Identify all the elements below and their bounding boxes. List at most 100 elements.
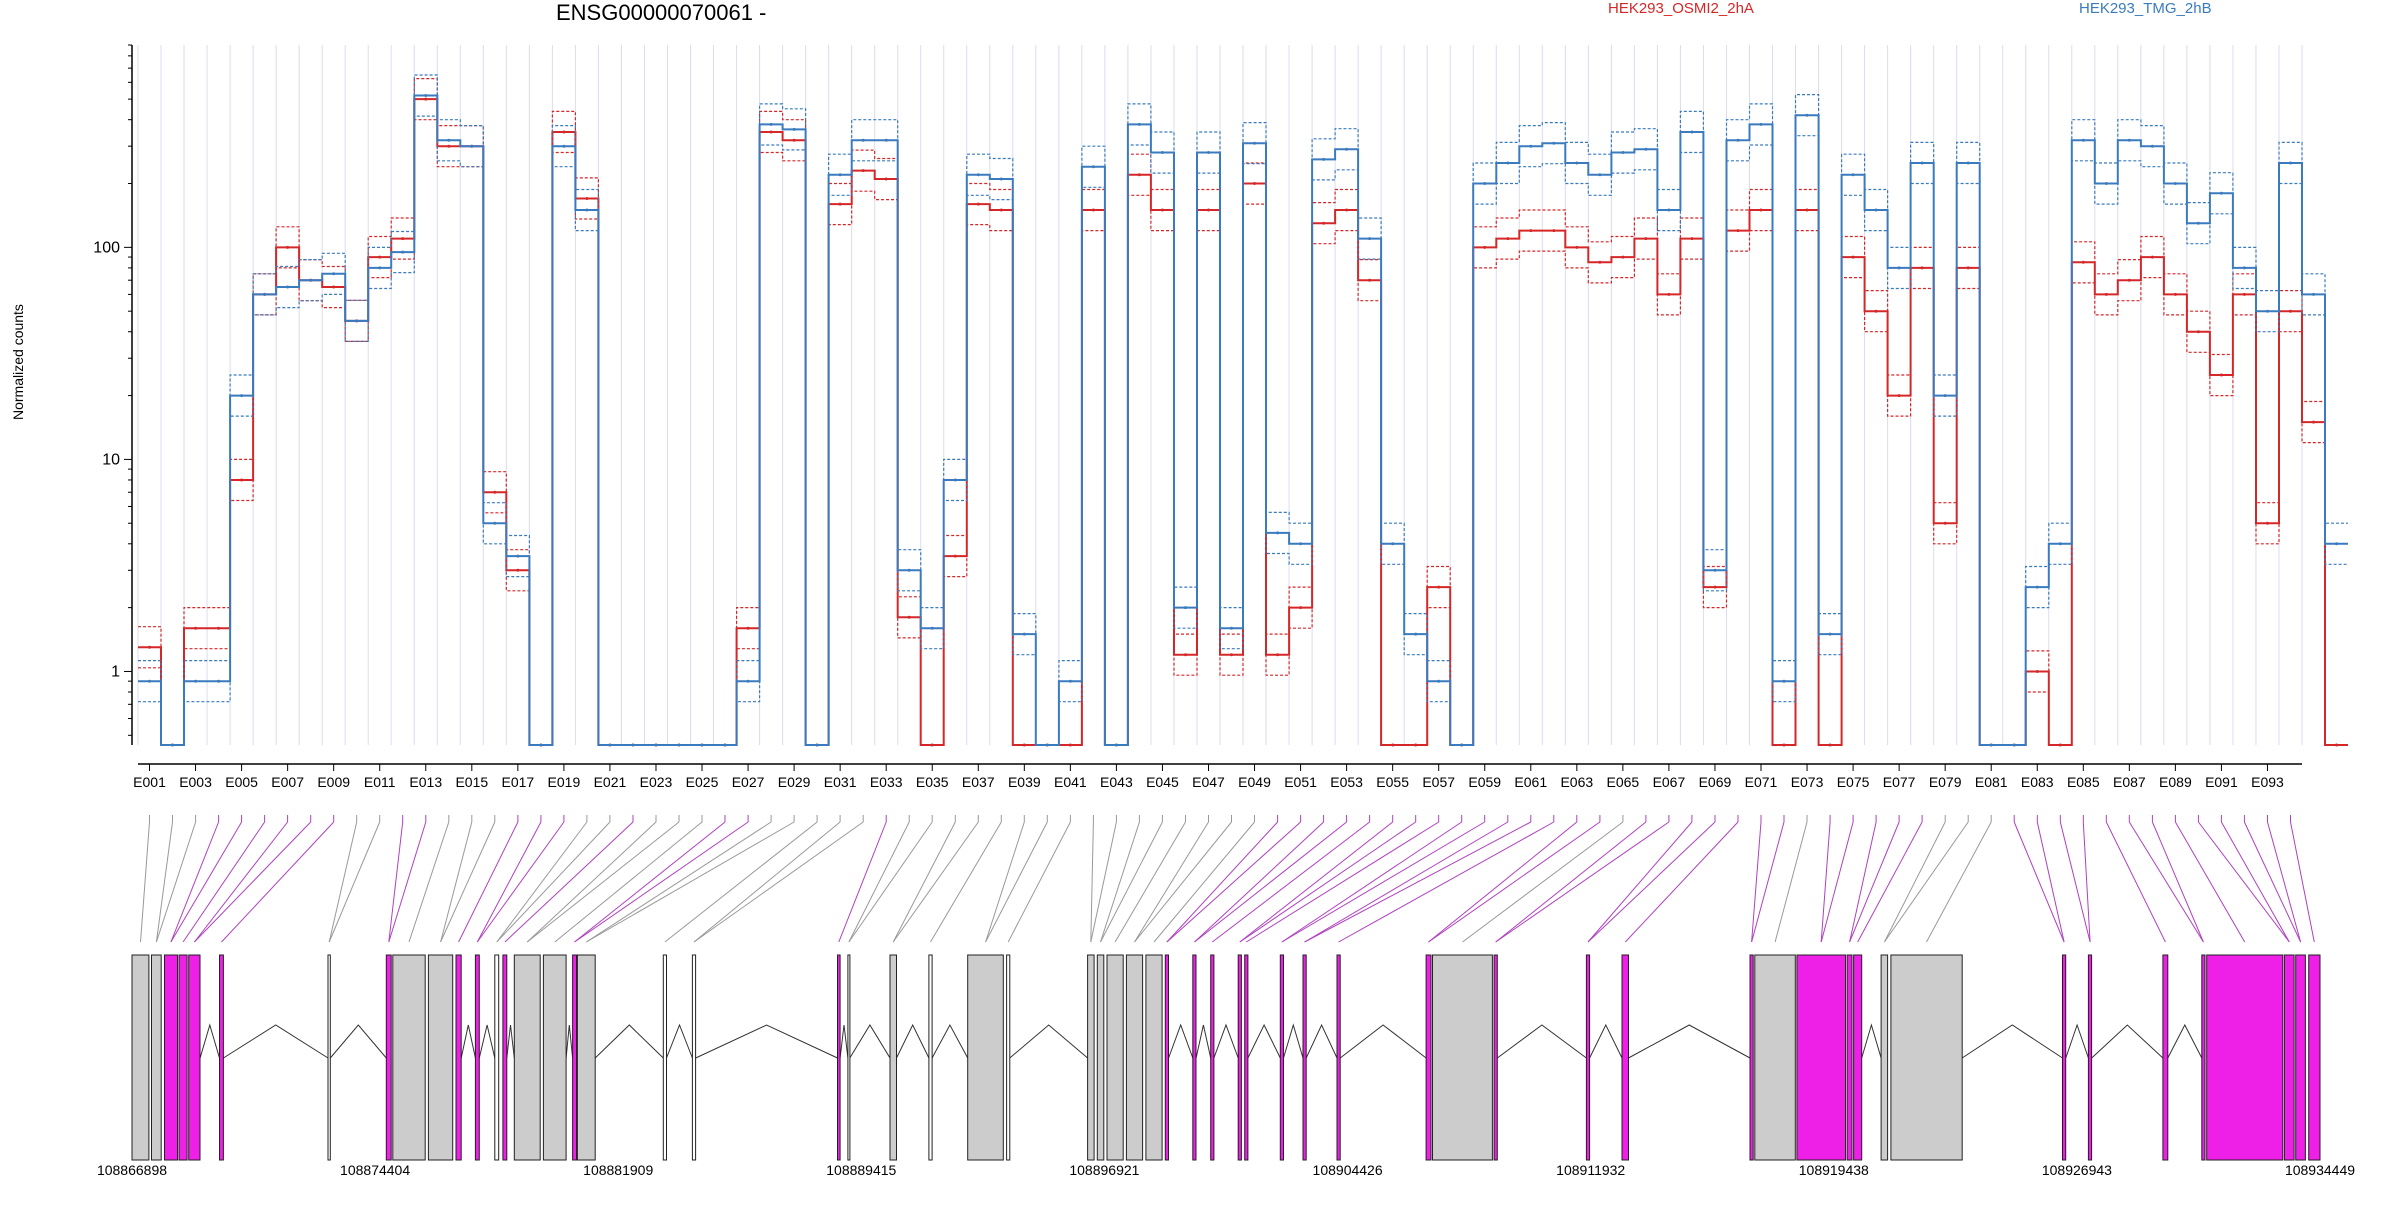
exon-box bbox=[1192, 954, 1197, 1161]
connector-line bbox=[1883, 821, 1946, 943]
data-point bbox=[1713, 568, 1717, 572]
exon-box bbox=[2201, 954, 2206, 1161]
exon-box bbox=[1621, 954, 1629, 1161]
connector-line bbox=[848, 821, 910, 943]
connector-line bbox=[1166, 821, 1301, 943]
connector-line bbox=[2243, 821, 2302, 943]
data-point bbox=[1874, 309, 1878, 313]
data-point bbox=[1414, 632, 1418, 636]
exon-box bbox=[1796, 954, 1847, 1161]
data-point bbox=[447, 138, 451, 142]
series-tmg bbox=[138, 74, 2348, 747]
intron-line bbox=[695, 1024, 838, 1059]
connector-line bbox=[985, 821, 1025, 943]
connector-line bbox=[1338, 821, 1555, 943]
data-point bbox=[1299, 606, 1303, 610]
connector-line bbox=[194, 821, 288, 943]
intron-line bbox=[839, 1024, 849, 1059]
x-tick-label: E023 bbox=[640, 774, 673, 790]
data-point bbox=[953, 478, 957, 482]
x-tick-label: E009 bbox=[317, 774, 350, 790]
x-tick-label: E033 bbox=[870, 774, 903, 790]
x-tick-label: E077 bbox=[1883, 774, 1916, 790]
data-point bbox=[148, 679, 151, 683]
data-point bbox=[2035, 670, 2039, 673]
data-point bbox=[1483, 182, 1487, 185]
data-point bbox=[2335, 743, 2338, 747]
exon-box bbox=[1880, 954, 1889, 1161]
x-tick-label: E063 bbox=[1560, 774, 1593, 790]
exon-box bbox=[662, 954, 667, 1161]
data-point bbox=[1391, 743, 1395, 747]
connector-line bbox=[140, 821, 150, 943]
connector-line bbox=[838, 821, 887, 943]
y-axis-label: Normalized counts bbox=[10, 304, 26, 420]
connector-line bbox=[504, 821, 634, 943]
connector-line bbox=[526, 821, 657, 943]
intron-line bbox=[1168, 1023, 1194, 1059]
data-point bbox=[2266, 521, 2269, 525]
data-point bbox=[1575, 161, 1579, 165]
data-point bbox=[838, 202, 842, 206]
exon-box bbox=[494, 954, 500, 1161]
connector-line bbox=[155, 821, 197, 943]
connector-line bbox=[2128, 821, 2204, 943]
data-point bbox=[976, 173, 980, 177]
x-tick-label: E037 bbox=[962, 774, 995, 790]
exon-box bbox=[1164, 954, 1170, 1161]
connector-line bbox=[586, 821, 795, 943]
data-point bbox=[1091, 208, 1095, 212]
intron-line bbox=[460, 1024, 476, 1059]
exon-box bbox=[691, 954, 697, 1161]
x-tick-label: E029 bbox=[778, 774, 811, 790]
connector-line bbox=[1751, 821, 1785, 943]
intron-line bbox=[1497, 1024, 1587, 1059]
data-point bbox=[1690, 130, 1694, 134]
data-point bbox=[2150, 255, 2154, 259]
y-tick-label: 100 bbox=[93, 239, 120, 256]
connector-line bbox=[1428, 821, 1601, 943]
connector-line bbox=[440, 821, 496, 943]
connector-line bbox=[496, 821, 611, 943]
x-tick-label: E043 bbox=[1100, 774, 1133, 790]
data-point bbox=[2127, 138, 2131, 142]
data-point bbox=[861, 169, 865, 173]
connector-line bbox=[1495, 821, 1670, 943]
connector-line bbox=[1624, 821, 1739, 943]
connector-line bbox=[1304, 821, 1509, 943]
connector-line bbox=[458, 821, 519, 943]
data-point bbox=[1368, 278, 1372, 282]
coordinate-label: 108874404 bbox=[340, 1162, 410, 1178]
data-point bbox=[1253, 182, 1256, 185]
connector-line bbox=[1246, 821, 1439, 943]
data-point bbox=[976, 202, 980, 206]
data-point bbox=[1897, 394, 1901, 398]
connector-line bbox=[554, 821, 703, 943]
connector-line bbox=[1090, 821, 1117, 943]
intron-line bbox=[2167, 1023, 2203, 1059]
connector-line bbox=[574, 821, 749, 943]
connector-line bbox=[1194, 821, 1347, 943]
data-point bbox=[2219, 191, 2223, 195]
data-point bbox=[1322, 157, 1326, 161]
data-point bbox=[217, 626, 221, 630]
connector-line bbox=[1100, 821, 1140, 943]
data-point bbox=[1091, 165, 1095, 169]
connector-line bbox=[496, 821, 588, 943]
data-point bbox=[2104, 292, 2108, 296]
data-point bbox=[677, 743, 681, 747]
connector-line bbox=[1587, 821, 1716, 943]
connector-line bbox=[2105, 821, 2166, 943]
data-point bbox=[769, 122, 773, 126]
data-point bbox=[608, 743, 612, 747]
data-point bbox=[861, 138, 865, 142]
coordinate-label: 108889415 bbox=[826, 1162, 896, 1178]
connector-line bbox=[985, 821, 1048, 943]
exon-box bbox=[164, 954, 178, 1161]
exon-box bbox=[219, 954, 224, 1161]
exon-box bbox=[1087, 954, 1095, 1161]
exon-box bbox=[967, 954, 1004, 1161]
data-point bbox=[332, 285, 336, 289]
data-point bbox=[148, 645, 151, 649]
x-tick-label: E069 bbox=[1699, 774, 1732, 790]
